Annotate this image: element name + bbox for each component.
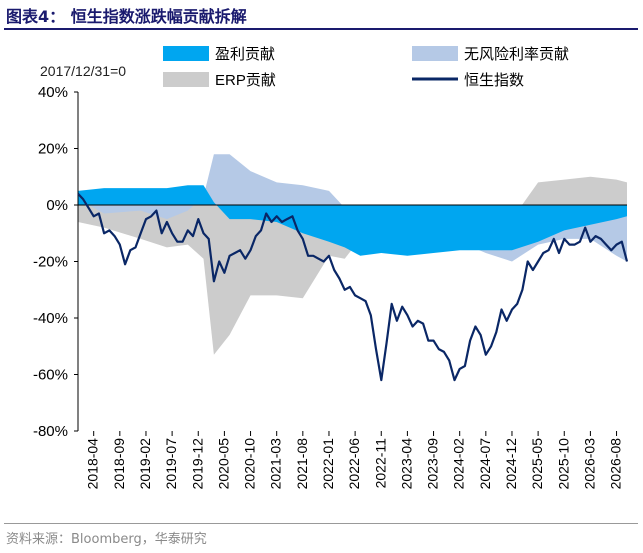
x-tick-label: 2025-10 [555, 438, 571, 490]
x-tick-label: 2020-05 [215, 438, 231, 490]
x-tick-label: 2021-08 [294, 438, 310, 490]
chart-annotation: 2017/12/31=0 [40, 63, 126, 79]
legend: 盈利贡献 无风险利率贡献 ERP贡献 恒生指数 [163, 46, 569, 89]
y-tick-label: -40% [33, 310, 68, 327]
chart: 2017/12/31=0 盈利贡献 无风险利率贡献 ERP贡献 恒生指数 40% 20%… [33, 46, 629, 490]
legend-swatch [163, 46, 209, 61]
area-layer [78, 154, 627, 355]
x-tick-label: 2022-01 [320, 438, 336, 490]
x-tick-label: 2026-08 [608, 438, 624, 490]
y-tick-label: 0% [46, 197, 68, 214]
x-tick-label: 2020-10 [242, 438, 258, 490]
title-divider [4, 28, 638, 30]
x-tick-label: 2019-02 [137, 438, 153, 490]
x-tick-label: 2022-11 [372, 438, 388, 489]
y-tick-label: -20% [33, 254, 68, 271]
line-layer [77, 192, 629, 382]
legend-label: 盈利贡献 [215, 46, 275, 63]
earnings-area [78, 185, 627, 256]
figure-title: 图表4： 恒生指数涨跌幅贡献拆解 [6, 7, 247, 26]
x-tick-label: 2024-07 [477, 438, 493, 490]
legend-label: ERP贡献 [215, 72, 276, 89]
y-tick-label: 20% [38, 141, 68, 158]
y-tick-label: -80% [33, 423, 68, 440]
erp-area [78, 176, 627, 355]
x-tick-label: 2018-09 [111, 438, 127, 490]
x-tick-label: 2019-07 [163, 438, 179, 490]
x-tick-label: 2022-06 [346, 438, 362, 490]
source-divider [4, 523, 638, 524]
x-tick-label: 2024-02 [451, 438, 467, 490]
x-tick-label: 2023-09 [425, 438, 441, 490]
x-tick-label: 2018-04 [85, 438, 101, 490]
y-tick-label: 40% [38, 84, 68, 101]
legend-label: 无风险利率贡献 [464, 46, 569, 63]
x-tick-labels: 2018-04 2018-09 2019-02 2019-07 2019-12 2020-… [85, 438, 624, 490]
x-tick-label: 2026-03 [581, 438, 597, 490]
index-line [77, 192, 629, 382]
legend-label: 恒生指数 [464, 72, 524, 89]
x-tick-label: 2024-12 [503, 438, 519, 490]
y-tick-labels: 40% 20% 0% -20% -40% -60% -80% [33, 84, 68, 440]
legend-swatch [163, 72, 209, 87]
figure-source: 资料来源：Bloomberg，华泰研究 [6, 532, 207, 547]
x-tick-label: 2025-05 [529, 438, 545, 490]
axes-layer [74, 91, 627, 436]
y-tick-label: -60% [33, 367, 68, 384]
x-tick-label: 2023-04 [398, 438, 414, 490]
x-tick-label: 2021-03 [268, 438, 284, 490]
x-tick-label: 2019-12 [189, 438, 205, 490]
legend-swatch [412, 46, 458, 61]
